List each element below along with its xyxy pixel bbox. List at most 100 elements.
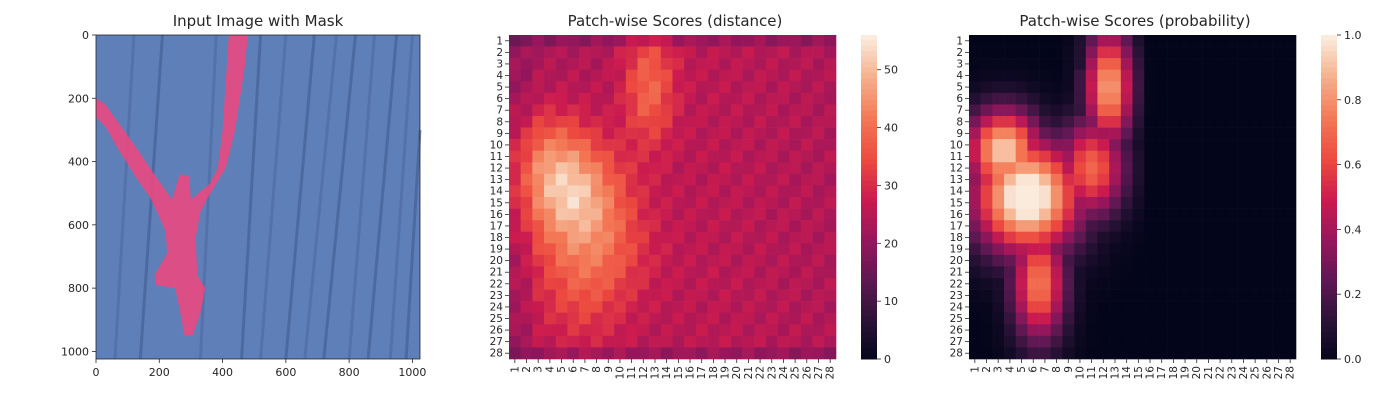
heatmap-cell <box>614 324 627 337</box>
heatmap-cell <box>684 139 697 152</box>
heatmap-cell <box>1155 197 1168 209</box>
heatmap-cell <box>1074 243 1087 256</box>
heatmap-cell <box>1015 162 1028 175</box>
heatmap-cell <box>824 116 837 128</box>
heatmap-cell <box>602 173 615 186</box>
heatmap-cell <box>532 104 545 117</box>
heatmap-cell <box>1120 312 1133 325</box>
colorbar-tick-label: 0.6 <box>1344 159 1362 172</box>
heatmap-cell <box>824 69 837 82</box>
heatmap-cell <box>1085 81 1098 94</box>
heatmap-cell <box>1179 104 1192 117</box>
heatmap-cell <box>1062 69 1075 82</box>
heatmap-cell <box>800 185 813 198</box>
heatmap-cell <box>1062 324 1075 337</box>
heatmap-cell <box>777 266 790 279</box>
heatmap-cell <box>1249 324 1262 337</box>
heatmap-cell <box>684 220 697 233</box>
heatmap-cell <box>1249 208 1262 221</box>
heatmap-cell <box>1109 162 1122 175</box>
heatmap-cell <box>1249 301 1262 314</box>
heatmap-cell <box>754 231 767 244</box>
heatmap-cell <box>1109 301 1122 314</box>
heatmap-cell <box>1085 324 1098 337</box>
heatmap-cell <box>579 208 592 221</box>
col-tick-label: 17 <box>696 366 708 379</box>
heatmap-cell <box>1179 312 1192 325</box>
heatmap-cell <box>1155 289 1168 302</box>
colorbar-segment <box>1321 256 1337 263</box>
heatmap-cell <box>765 220 778 233</box>
heatmap-cell <box>707 243 720 256</box>
heatmap-cell <box>1074 335 1087 348</box>
heatmap-cell <box>800 243 813 256</box>
heatmap-cell <box>1004 127 1017 140</box>
heatmap-cell <box>1085 69 1098 82</box>
heatmap-cell <box>509 243 521 256</box>
heatmap-cell <box>824 243 837 256</box>
heatmap-cell <box>1284 347 1297 360</box>
heatmap-cell <box>969 46 981 59</box>
heatmap-cell <box>980 324 993 337</box>
col-tick-label: 14 <box>661 366 673 380</box>
heatmap-cell <box>730 69 743 82</box>
heatmap-cell <box>1015 266 1028 279</box>
heatmap-cell <box>637 208 650 221</box>
heatmap-cell <box>1225 127 1238 140</box>
colorbar-segment <box>1321 126 1337 133</box>
heatmap-cell <box>1144 173 1157 186</box>
heatmap-cell <box>672 139 685 152</box>
heatmap-cell <box>1260 220 1273 233</box>
row-tick-label: 23 <box>490 290 503 302</box>
heatmap-cell <box>1120 104 1133 117</box>
heatmap-cell <box>969 162 981 175</box>
heatmap-cell <box>532 173 545 186</box>
heatmap-cell <box>765 289 778 302</box>
heatmap-cell <box>1015 208 1028 221</box>
heatmap-cell <box>1179 266 1192 279</box>
heatmap-cell <box>520 104 533 117</box>
heatmap-cell <box>544 324 557 337</box>
heatmap-cell <box>637 231 650 244</box>
colorbar-segment <box>861 143 877 149</box>
heatmap-cell <box>754 162 767 175</box>
heatmap-cell <box>1120 243 1133 256</box>
heatmap-cell <box>969 116 981 128</box>
heatmap-cell <box>614 104 627 117</box>
heatmap-cell <box>730 127 743 140</box>
heatmap-cell <box>992 139 1005 152</box>
heatmap-cell <box>567 116 580 128</box>
heatmap-cell <box>695 58 708 71</box>
colorbar-segment <box>1321 337 1337 344</box>
heatmap-cell <box>789 278 802 290</box>
col-tick-label: 6 <box>1028 366 1040 373</box>
heatmap-cell <box>649 46 662 59</box>
heatmap-cell <box>649 266 662 279</box>
heatmap-cell <box>602 162 615 175</box>
heatmap-cell <box>649 104 662 117</box>
heatmap-cell <box>532 289 545 302</box>
heatmap-cell <box>625 92 638 105</box>
colorbar-segment <box>861 132 877 139</box>
heatmap-cell <box>765 69 778 82</box>
heatmap-cell <box>544 116 557 128</box>
heatmap-cell <box>625 46 638 59</box>
colorbar-segment <box>861 62 877 68</box>
heatmap-cell <box>707 289 720 302</box>
heatmap-cell <box>1260 127 1273 140</box>
x-tick-label: 600 <box>275 366 296 379</box>
heatmap-cell <box>765 104 778 117</box>
heatmap-cell <box>1062 116 1075 128</box>
probability-y-axis: 1234567891011121314151617181920212223242… <box>950 35 969 360</box>
heatmap-cell <box>707 46 720 59</box>
heatmap-cell <box>637 335 650 348</box>
heatmap-cell <box>1190 301 1203 314</box>
col-tick-label: 3 <box>533 366 545 373</box>
heatmap-cell <box>660 162 673 175</box>
colorbar-segment <box>861 261 877 268</box>
heatmap-cell <box>567 312 580 325</box>
heatmap-cell <box>1155 162 1168 175</box>
heatmap-cell <box>1260 278 1273 290</box>
heatmap-cell <box>1237 231 1250 244</box>
heatmap-cell <box>1085 278 1098 290</box>
